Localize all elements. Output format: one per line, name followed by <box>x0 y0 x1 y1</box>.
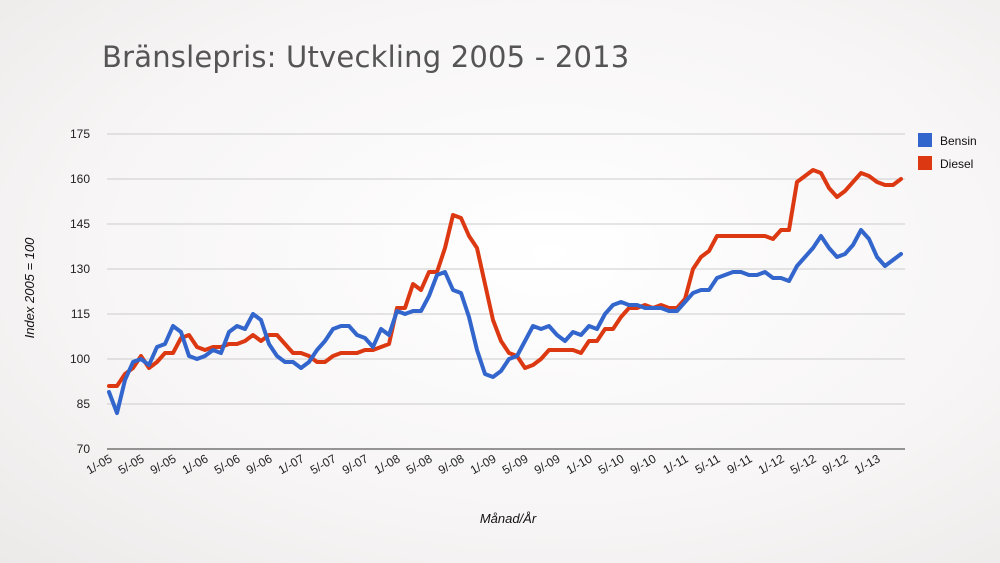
legend-label-diesel: Diesel <box>940 157 973 171</box>
x-tick-label: 9/-05 <box>148 451 179 477</box>
x-tick-label: 9/-12 <box>820 451 851 477</box>
x-tick-label: 1/-13 <box>852 451 883 477</box>
x-tick-label: 9/-09 <box>532 451 563 477</box>
x-tick-label: 9/-11 <box>725 451 755 477</box>
series-lines <box>107 168 903 415</box>
x-axis-label: Månad/År <box>480 511 537 526</box>
y-tick-label: 160 <box>70 172 90 186</box>
legend: Bensin Diesel <box>918 133 977 171</box>
y-tick-label: 130 <box>70 262 90 276</box>
legend-swatch-bensin <box>918 133 932 147</box>
series-line-diesel <box>107 168 903 388</box>
y-tick-label: 85 <box>77 397 91 411</box>
x-tick-label: 1/-11 <box>661 451 691 477</box>
legend-swatch-diesel <box>918 156 932 170</box>
x-tick-label: 5/-08 <box>404 451 435 477</box>
y-tick-label: 70 <box>77 442 91 456</box>
y-tick-label: 145 <box>70 217 90 231</box>
x-tick-label: 1/-09 <box>468 451 499 477</box>
y-tick-label: 115 <box>71 307 90 321</box>
x-tick-label: 5/-12 <box>788 451 819 477</box>
x-tick-label: 5/-10 <box>596 451 627 477</box>
x-tick-label: 5/-05 <box>116 451 147 477</box>
x-tick-label: 9/-06 <box>244 451 275 477</box>
x-tick-label: 1/-06 <box>180 451 211 477</box>
x-tick-label: 1/-08 <box>372 451 403 477</box>
x-tick-label: 5/-11 <box>693 451 723 477</box>
x-tick-label: 1/-12 <box>756 451 787 477</box>
x-tick-label: 1/-07 <box>276 451 307 477</box>
series-line-bensin <box>107 228 903 415</box>
x-axis-ticks: 1/-05 5/-05 9/-05 1/-06 5/-06 9/-06 1/-07 5/-07… <box>84 451 883 477</box>
x-tick-label: 9/-10 <box>628 451 659 477</box>
legend-label-bensin: Bensin <box>940 134 977 148</box>
y-axis-ticks: 70 85 100 115 130 145 160 175 <box>70 127 90 456</box>
x-tick-label: 5/-06 <box>212 451 243 477</box>
y-axis-label: Index 2005 = 100 <box>22 237 37 339</box>
x-tick-label: 5/-07 <box>308 451 339 477</box>
x-tick-label: 9/-08 <box>436 451 467 477</box>
x-tick-label: 1/-10 <box>564 451 595 477</box>
x-tick-label: 9/-07 <box>340 451 371 477</box>
chart-title: Bränslepris: Utveckling 2005 - 2013 <box>102 40 630 74</box>
y-tick-label: 100 <box>70 352 90 366</box>
y-tick-label: 175 <box>70 127 90 141</box>
grid-lines <box>107 133 905 450</box>
x-tick-label: 5/-09 <box>500 451 531 477</box>
